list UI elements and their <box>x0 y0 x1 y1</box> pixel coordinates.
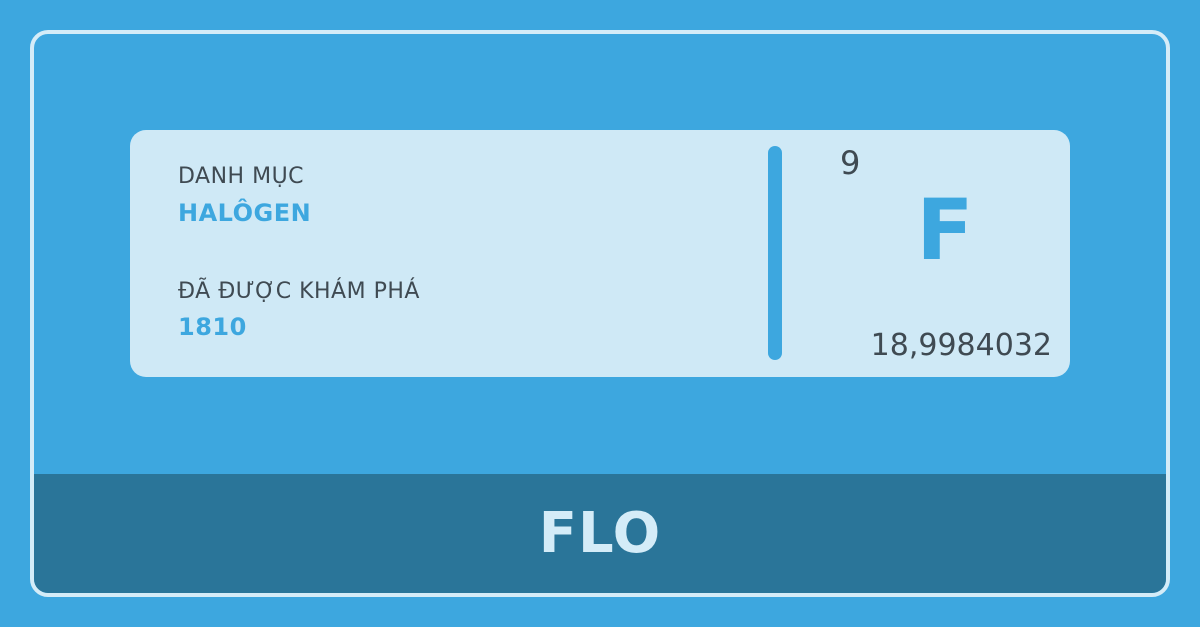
category-label: DANH MỤC <box>178 164 305 189</box>
element-name: FLO <box>538 501 662 566</box>
element-frame: DANH MỤC HALÔGEN ĐÃ ĐƯỢC KHÁM PHÁ 1810 9… <box>30 30 1170 597</box>
element-info-card: DANH MỤC HALÔGEN ĐÃ ĐƯỢC KHÁM PHÁ 1810 9… <box>130 130 1070 377</box>
category-value: HALÔGEN <box>178 199 312 227</box>
atomic-number: 9 <box>840 144 861 182</box>
element-symbol: F <box>916 181 974 279</box>
discovered-label: ĐÃ ĐƯỢC KHÁM PHÁ <box>178 279 420 304</box>
atomic-mass: 18,9984032 <box>870 328 1052 363</box>
element-name-banner: FLO <box>34 474 1166 593</box>
discovered-value: 1810 <box>178 313 247 341</box>
card-divider <box>768 146 782 360</box>
